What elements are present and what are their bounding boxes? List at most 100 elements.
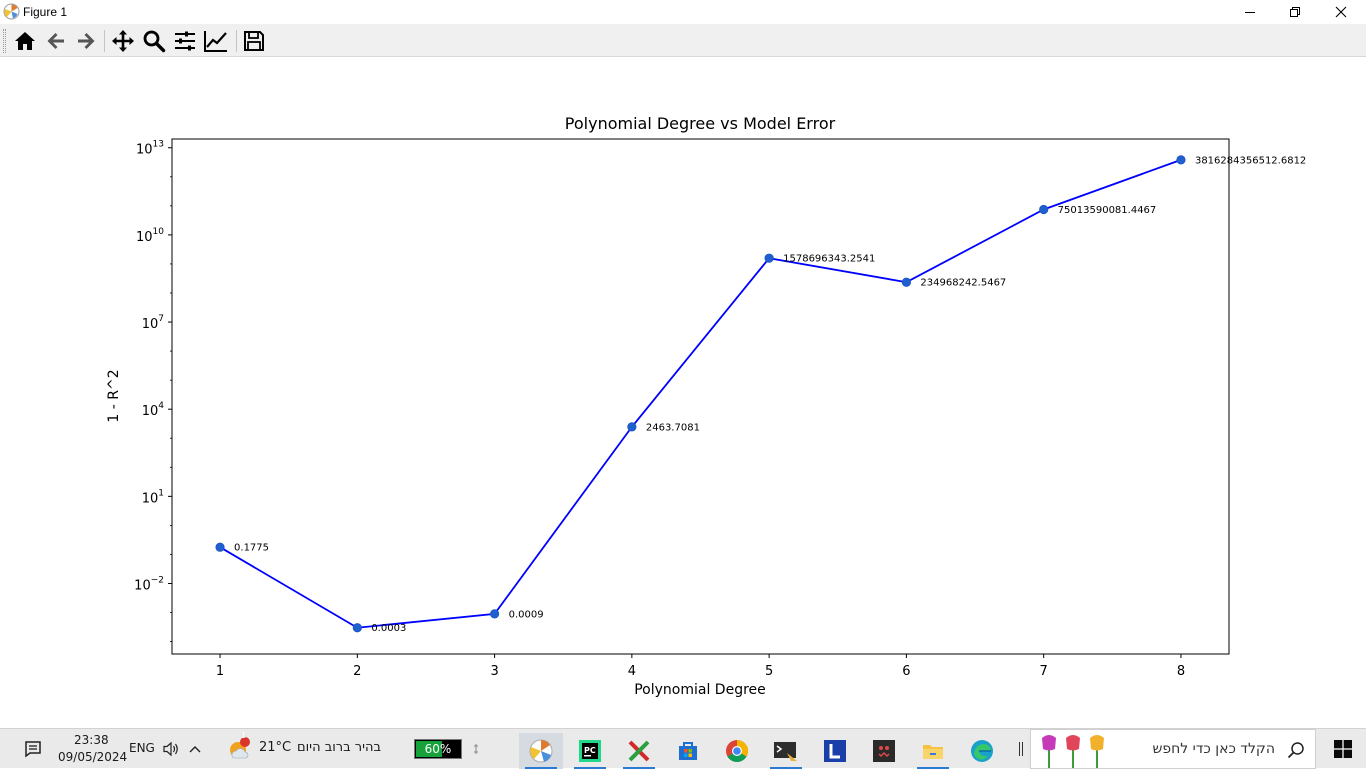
data-point bbox=[901, 277, 912, 287]
data-point-label: 1578696343.2541 bbox=[783, 254, 875, 265]
y-tick-label: 1010 bbox=[136, 227, 164, 245]
taskbar-divider bbox=[1014, 729, 1028, 769]
pycharm-icon: PC bbox=[579, 740, 601, 762]
subplots-button[interactable] bbox=[171, 27, 199, 55]
x-tick-label: 5 bbox=[765, 664, 773, 679]
volume-button[interactable] bbox=[160, 729, 182, 769]
start-button[interactable] bbox=[1326, 729, 1360, 769]
zoom-icon bbox=[143, 30, 166, 53]
data-point bbox=[352, 623, 362, 633]
x-tick-label: 7 bbox=[1040, 664, 1048, 679]
taskbar-app-l[interactable] bbox=[813, 733, 857, 769]
taskbar-app-dark[interactable] bbox=[862, 733, 906, 769]
terminal-icon bbox=[774, 742, 797, 761]
x-tick-label: 6 bbox=[902, 664, 910, 679]
figure-canvas[interactable]: Polynomial Degree vs Model Error Polynom… bbox=[0, 57, 1366, 728]
y-tick-label: 10−2 bbox=[134, 575, 164, 593]
taskbar-app-terminal[interactable] bbox=[764, 733, 808, 769]
weather-description[interactable]: בהיר ברוב היום bbox=[297, 740, 381, 755]
navigation-toolbar bbox=[0, 24, 1366, 57]
weather-badge: 1 bbox=[241, 731, 247, 740]
restore-button[interactable] bbox=[1272, 0, 1318, 24]
back-button[interactable] bbox=[42, 27, 70, 55]
plug-icon bbox=[474, 744, 478, 754]
taskbar-app-explorer[interactable] bbox=[911, 733, 955, 769]
taskbar-app-store[interactable] bbox=[666, 733, 710, 769]
notification-icon bbox=[25, 741, 41, 758]
x-tick-label: 3 bbox=[490, 664, 498, 679]
clock-time[interactable]: 23:38 bbox=[74, 733, 109, 747]
taskbar-app-pycharm[interactable]: PC bbox=[568, 733, 612, 769]
data-point bbox=[1039, 204, 1049, 215]
toolbar-separator bbox=[104, 30, 105, 52]
toolbar-grip[interactable] bbox=[3, 29, 6, 53]
x-tick-label: 2 bbox=[353, 664, 361, 679]
edit-axis-button[interactable] bbox=[202, 27, 230, 55]
pan-button[interactable] bbox=[109, 27, 137, 55]
data-point bbox=[489, 609, 500, 619]
x-tick-label: 1 bbox=[216, 664, 224, 679]
chevron-up-icon bbox=[189, 746, 201, 753]
x-server-icon bbox=[628, 740, 650, 762]
folder-icon bbox=[923, 745, 943, 759]
zoom-button[interactable] bbox=[140, 27, 168, 55]
battery-indicator[interactable]: 60% bbox=[414, 739, 462, 759]
window-title: Figure 1 bbox=[23, 5, 68, 19]
close-button[interactable] bbox=[1318, 0, 1364, 24]
x-tick-label: 4 bbox=[628, 664, 636, 679]
data-point-label: 3816284356512.6812 bbox=[1195, 155, 1306, 166]
red-icon-app-icon bbox=[873, 740, 895, 762]
subplots-icon bbox=[175, 31, 195, 51]
data-point bbox=[215, 542, 225, 552]
minimize-button[interactable] bbox=[1227, 0, 1273, 24]
matplotlib-icon bbox=[529, 739, 553, 763]
weather-temperature[interactable]: 21°C bbox=[259, 740, 292, 755]
tulip-flowers-icon bbox=[1042, 735, 1104, 768]
data-labels: 0.1775 0.0003 0.0009 2463.7081 1578696343.25… bbox=[234, 155, 1306, 634]
windows-taskbar: 23:38 09/05/2024 ENG 1 21°C בהיר ברוב הי… bbox=[0, 728, 1366, 769]
search-icon bbox=[1287, 742, 1304, 759]
notifications-button[interactable] bbox=[20, 729, 46, 769]
save-icon bbox=[244, 31, 264, 51]
data-point bbox=[627, 422, 637, 432]
battery-percent: 60% bbox=[424, 742, 452, 756]
data-point-label: 2463.7081 bbox=[646, 422, 700, 433]
data-point-label: 0.0003 bbox=[371, 623, 406, 634]
l-app-icon bbox=[824, 740, 846, 762]
chrome-icon bbox=[726, 740, 748, 762]
save-button[interactable] bbox=[240, 27, 268, 55]
taskbar-app-chrome[interactable] bbox=[715, 733, 759, 769]
taskbar-search-box[interactable]: הקלד כאן כדי לחפש bbox=[1030, 729, 1316, 769]
forward-button[interactable] bbox=[72, 27, 100, 55]
y-tick-label: 1013 bbox=[136, 140, 164, 158]
data-point bbox=[1176, 155, 1186, 165]
svg-text:PC: PC bbox=[584, 746, 596, 755]
weather-widget[interactable] bbox=[226, 729, 252, 769]
y-tick-label: 101 bbox=[142, 488, 164, 506]
chart-title: Polynomial Degree vs Model Error bbox=[565, 114, 836, 133]
y-tick-label: 107 bbox=[142, 314, 164, 332]
x-axis-label: Polynomial Degree bbox=[634, 682, 766, 698]
edge-icon bbox=[971, 740, 993, 762]
series-error bbox=[215, 155, 1186, 633]
restore-icon bbox=[1290, 7, 1300, 17]
minimize-icon bbox=[1245, 12, 1255, 13]
language-indicator[interactable]: ENG bbox=[129, 741, 155, 755]
taskbar-app-xming[interactable] bbox=[617, 733, 661, 769]
data-point-label: 75013590081.4467 bbox=[1058, 205, 1157, 216]
pan-icon bbox=[112, 30, 134, 52]
edit-axis-icon bbox=[204, 31, 227, 52]
divider-icon bbox=[1019, 742, 1023, 756]
taskbar-app-matplotlib[interactable] bbox=[519, 733, 563, 769]
line-chart: Polynomial Degree vs Model Error Polynom… bbox=[106, 114, 1306, 698]
toolbar-separator bbox=[236, 30, 237, 52]
clock-date[interactable]: 09/05/2024 bbox=[58, 750, 128, 764]
axes-frame bbox=[171, 138, 1230, 655]
taskbar-app-edge[interactable] bbox=[960, 733, 1004, 769]
axis-ticks: 1 2 3 4 5 6 7 8 10−2 101 104 107 1010 1013 bbox=[134, 140, 1185, 679]
show-hidden-icons-button[interactable] bbox=[186, 729, 204, 769]
home-button[interactable] bbox=[11, 27, 39, 55]
windows-logo-icon bbox=[1334, 740, 1352, 758]
data-point-label: 0.0009 bbox=[509, 609, 544, 620]
forward-arrow-icon bbox=[78, 33, 95, 49]
